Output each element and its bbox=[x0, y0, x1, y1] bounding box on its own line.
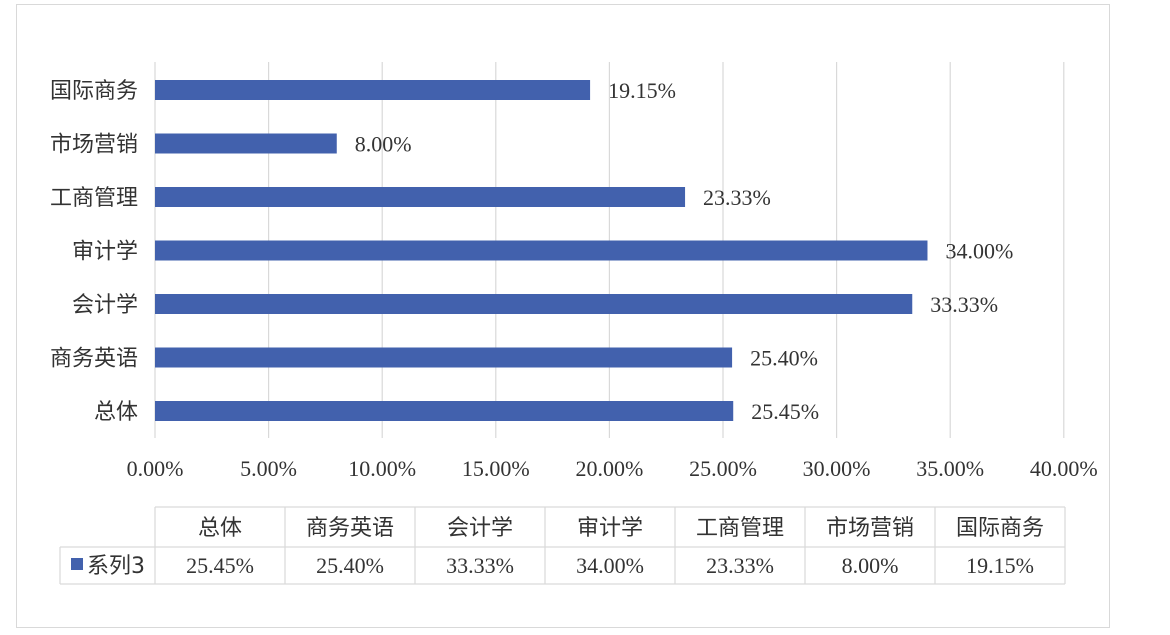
category-label: 市场营销 bbox=[50, 133, 138, 158]
data-label: 25.45% bbox=[751, 399, 819, 424]
table-value-cell: 33.33% bbox=[446, 553, 514, 578]
bar bbox=[155, 187, 686, 207]
category-labels: 总体 商务英语 会计学 审计学 工商管理 市场营销 国际商务 bbox=[50, 79, 138, 425]
category-label: 商务英语 bbox=[50, 347, 138, 372]
bar bbox=[155, 240, 928, 261]
table-value-cell: 34.00% bbox=[576, 553, 644, 578]
table-value-cell: 23.33% bbox=[706, 553, 774, 578]
data-label: 25.40% bbox=[750, 346, 818, 371]
x-tick-label: 40.00% bbox=[1030, 456, 1098, 481]
category-label: 审计学 bbox=[72, 240, 138, 265]
table-value-cell: 19.15% bbox=[966, 553, 1034, 578]
data-label: 23.33% bbox=[703, 185, 771, 210]
bar bbox=[155, 133, 337, 154]
data-label: 33.33% bbox=[930, 292, 998, 317]
table-header-cell: 审计学 bbox=[577, 516, 643, 541]
x-tick-label: 30.00% bbox=[803, 456, 871, 481]
data-table: 总体 25.45% 商务英语 25.40% 会计学 33.33% 审计学 34.00% 工商管理… bbox=[59, 506, 1066, 585]
bar bbox=[155, 294, 913, 314]
table-value-cell: 25.40% bbox=[316, 553, 384, 578]
x-axis-tick-labels: 0.00% 5.00% 10.00% 15.00% 20.00% 25.00% 30.00%… bbox=[127, 456, 1098, 481]
bar bbox=[155, 401, 734, 421]
table-header-cell: 总体 bbox=[198, 516, 242, 541]
table-value-cell: 25.45% bbox=[186, 553, 254, 578]
category-label: 国际商务 bbox=[50, 79, 138, 104]
value-labels: 25.45% 25.40% 33.33% 34.00% 23.33% 8.00% 19.15… bbox=[355, 78, 1014, 424]
category-label: 工商管理 bbox=[50, 186, 138, 211]
legend-series-name: 系列3 bbox=[87, 554, 145, 579]
bars bbox=[155, 80, 928, 421]
data-label: 34.00% bbox=[945, 239, 1013, 264]
data-label: 8.00% bbox=[355, 132, 412, 157]
legend-key bbox=[71, 558, 83, 570]
category-label: 会计学 bbox=[72, 293, 138, 318]
table-value-cell: 8.00% bbox=[842, 553, 899, 578]
category-label: 总体 bbox=[94, 400, 138, 425]
table-header-cell: 会计学 bbox=[447, 516, 513, 541]
x-tick-label: 25.00% bbox=[689, 456, 757, 481]
x-tick-label: 5.00% bbox=[240, 456, 297, 481]
x-tick-label: 10.00% bbox=[348, 456, 416, 481]
table-header-cell: 市场营销 bbox=[826, 516, 914, 541]
x-tick-label: 35.00% bbox=[916, 456, 984, 481]
table-header-cell: 工商管理 bbox=[696, 516, 784, 541]
table-header-cell: 商务英语 bbox=[306, 516, 394, 541]
chart-frame bbox=[16, 4, 1110, 628]
data-label: 19.15% bbox=[608, 78, 676, 103]
table-header-cell: 国际商务 bbox=[956, 516, 1044, 541]
bar bbox=[155, 347, 733, 368]
x-tick-label: 0.00% bbox=[127, 456, 184, 481]
x-tick-label: 20.00% bbox=[575, 456, 643, 481]
x-tick-label: 15.00% bbox=[462, 456, 530, 481]
bar bbox=[155, 80, 591, 100]
